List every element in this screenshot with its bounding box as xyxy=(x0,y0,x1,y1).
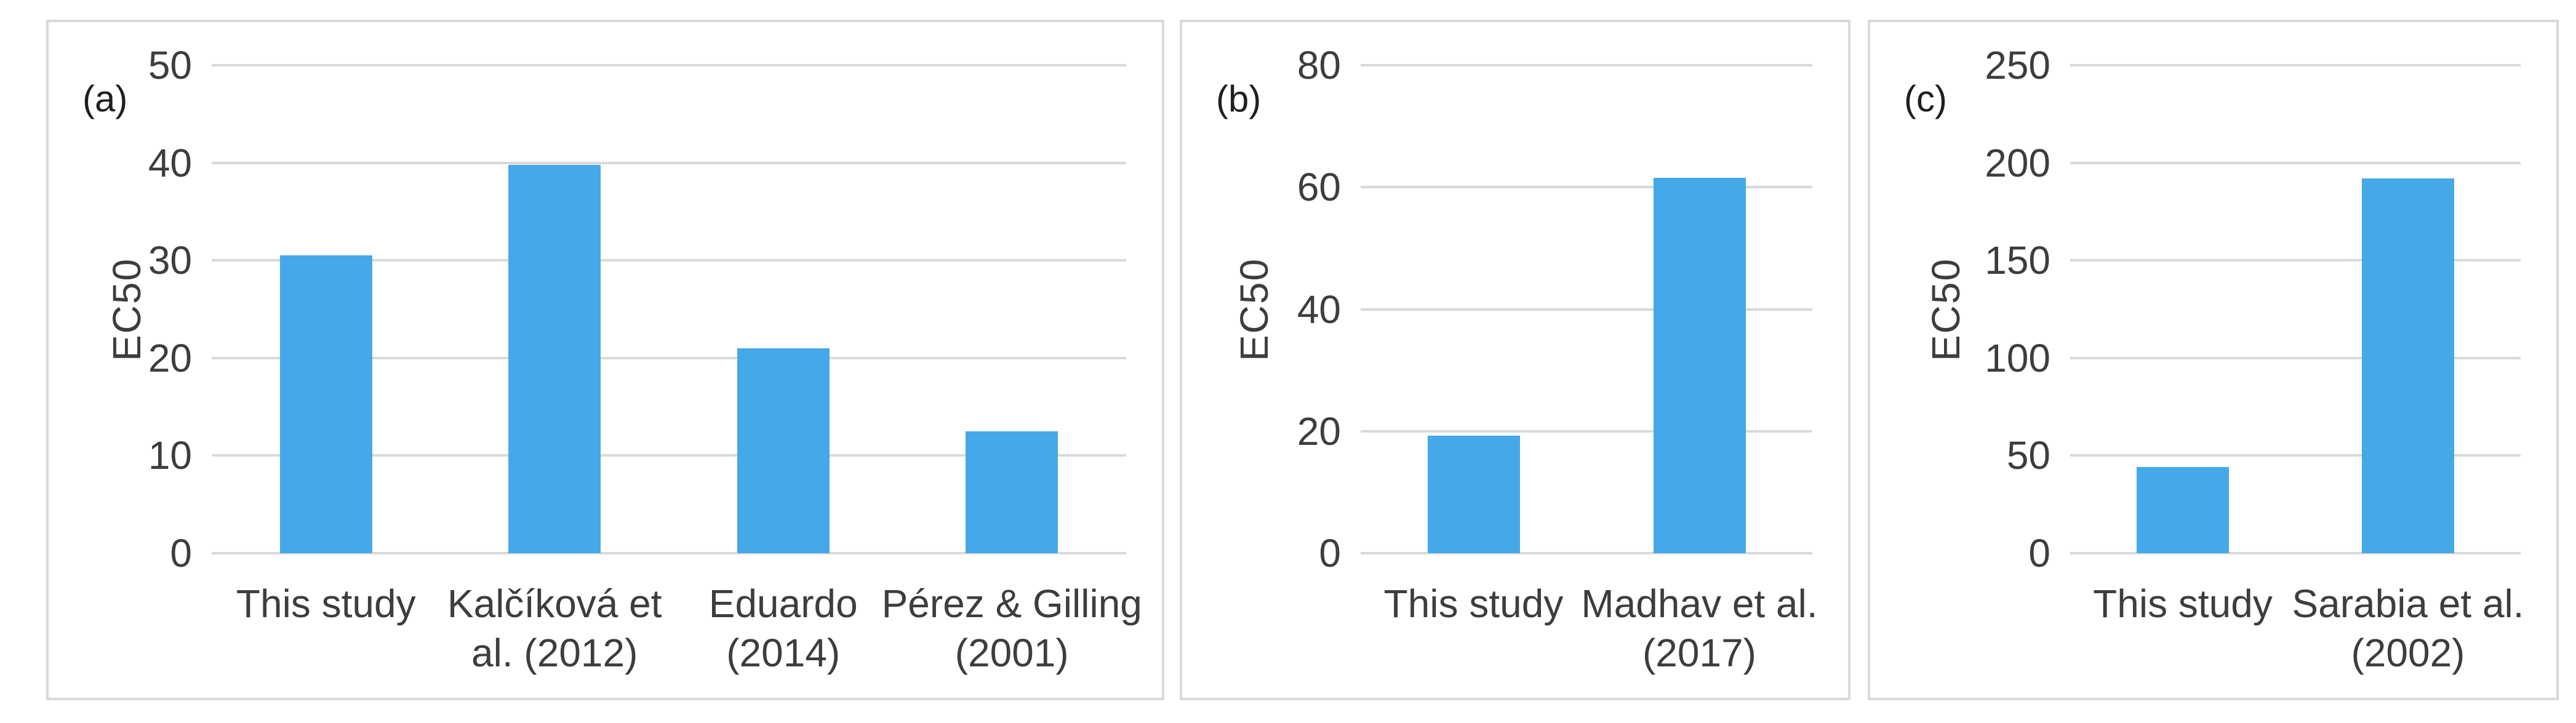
gridline xyxy=(212,552,1126,554)
y-tick-label: 40 xyxy=(1297,287,1341,332)
y-tick-label: 50 xyxy=(2006,433,2050,478)
y-tick-label: 50 xyxy=(148,43,192,87)
panel-label-c: (c) xyxy=(1904,78,1947,119)
bar xyxy=(1653,178,1746,553)
panel-label-a: (a) xyxy=(82,78,128,119)
category-label: Kalčíková et al. (2012) xyxy=(447,581,662,675)
gridline xyxy=(1361,64,1812,66)
y-axis-title: EC50 xyxy=(105,257,149,361)
y-axis-title: EC50 xyxy=(1924,257,1968,361)
bar xyxy=(2362,178,2454,553)
y-tick-label: 40 xyxy=(148,140,192,185)
gridline xyxy=(212,356,1126,359)
gridline xyxy=(2070,454,2521,457)
y-tick-label: 80 xyxy=(1297,43,1341,87)
y-tick-label: 10 xyxy=(148,433,192,478)
y-tick-label: 0 xyxy=(170,531,192,575)
gridline xyxy=(212,259,1126,262)
bar xyxy=(508,164,601,553)
bar xyxy=(1427,435,1520,553)
y-tick-label: 200 xyxy=(1985,140,2050,185)
y-tick-label: 0 xyxy=(2028,531,2050,575)
chart-panel-a: (a) EC50 0 10 20 30 40 50 This study Kalčíková … xyxy=(46,20,1164,700)
panel-label-b: (b) xyxy=(1216,78,1262,119)
plot-area: 0 10 20 30 40 50 This study Kalčíková et al. (2… xyxy=(148,45,1142,675)
category-label: This study xyxy=(2093,581,2273,626)
y-tick-label: 20 xyxy=(148,335,192,380)
chart-panel-c: (c) EC50 0 50 100 150 200 250 This study Sarabi… xyxy=(1868,20,2559,700)
y-tick-label: 250 xyxy=(1985,43,2050,87)
bar xyxy=(2137,467,2229,553)
y-tick-label: 100 xyxy=(1985,335,2050,380)
gridline xyxy=(1361,552,1812,554)
plot-area: 0 50 100 150 200 250 This study Sarabia et al. … xyxy=(1985,45,2524,675)
y-tick-label: 150 xyxy=(1985,238,2050,283)
bar xyxy=(279,255,372,553)
gridline xyxy=(2070,161,2521,164)
gridline xyxy=(1361,429,1812,433)
category-label: This study xyxy=(236,581,416,626)
plot-area: 0 20 40 60 80 This study Madhav et al. (2017) xyxy=(1297,45,1818,675)
gridline xyxy=(2070,552,2521,554)
gridline xyxy=(1361,186,1812,189)
gridline xyxy=(212,161,1126,164)
gridline xyxy=(2070,356,2521,359)
gridline xyxy=(212,454,1126,457)
category-label: This study xyxy=(1383,581,1564,626)
chart-panel-b: (b) EC50 0 20 40 60 80 This study Madhav et al… xyxy=(1180,20,1850,700)
bar xyxy=(966,431,1058,553)
category-label: Sarabia et al. (2002) xyxy=(2292,581,2524,675)
y-tick-label: 20 xyxy=(1297,409,1341,453)
gridline xyxy=(2070,259,2521,262)
gridline xyxy=(2070,64,2521,66)
gridline xyxy=(212,64,1126,66)
gridline xyxy=(1361,308,1812,311)
bar xyxy=(737,348,830,553)
category-label: Pérez & Gilling (2001) xyxy=(881,581,1142,675)
y-tick-label: 0 xyxy=(1319,531,1341,575)
category-label: Madhav et al. (2017) xyxy=(1581,581,1818,675)
y-tick-label: 30 xyxy=(148,238,192,283)
category-label: Eduardo (2014) xyxy=(708,581,858,675)
y-tick-label: 60 xyxy=(1297,165,1341,210)
